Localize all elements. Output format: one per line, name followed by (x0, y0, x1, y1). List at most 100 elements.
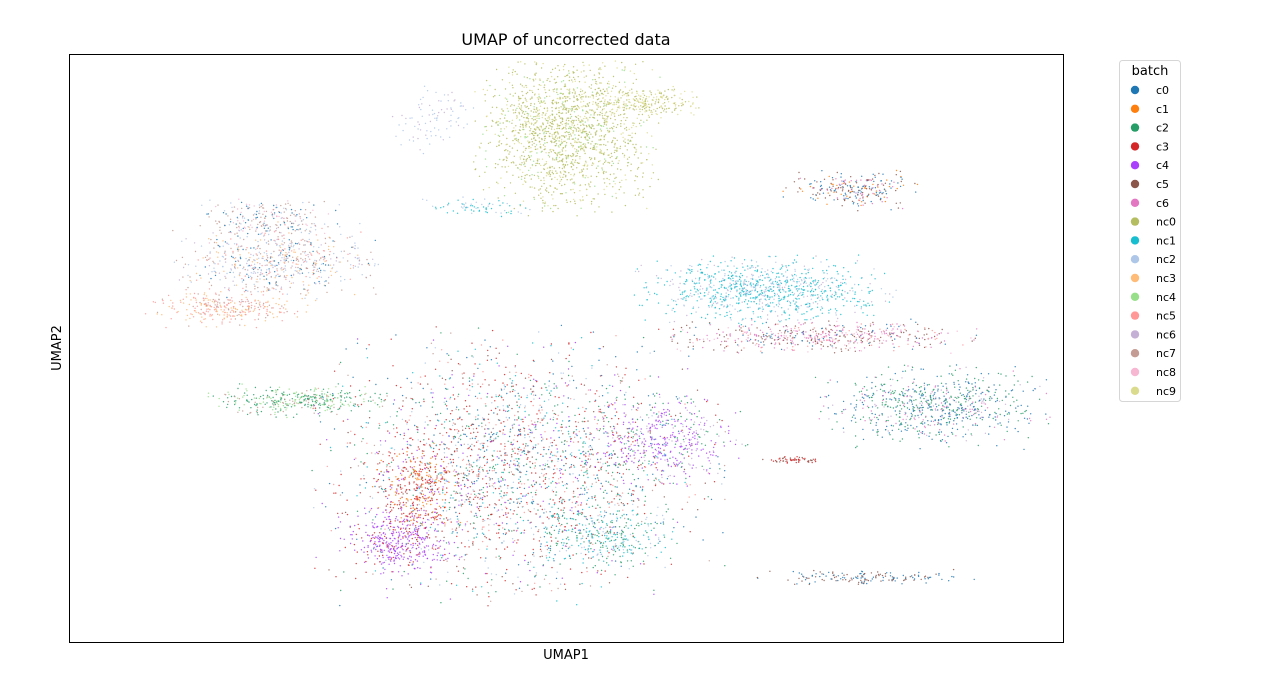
scatter-point (682, 425, 684, 428)
scatter-point (594, 478, 597, 480)
scatter-point (400, 538, 402, 541)
scatter-point (584, 462, 587, 464)
scatter-point (556, 387, 558, 389)
scatter-point (523, 158, 525, 161)
scatter-point (545, 574, 547, 577)
scatter-point (701, 443, 703, 445)
scatter-point (504, 580, 506, 582)
scatter-point (672, 456, 674, 458)
scatter-point (488, 529, 490, 532)
scatter-point (471, 383, 473, 385)
scatter-point (641, 442, 643, 445)
scatter-point (421, 490, 423, 492)
scatter-point (456, 565, 458, 568)
scatter-point (420, 485, 422, 487)
scatter-point (545, 453, 547, 455)
scatter-point (684, 420, 686, 422)
scatter-point (614, 439, 616, 442)
scatter-point (401, 523, 404, 525)
scatter-point (610, 403, 613, 405)
scatter-point (557, 460, 559, 463)
scatter-point (622, 546, 624, 548)
scatter-point (578, 523, 581, 525)
scatter-point (586, 518, 588, 521)
scatter-point (482, 445, 484, 447)
scatter-point (637, 506, 639, 508)
scatter-point (632, 536, 634, 538)
scatter-point (436, 488, 439, 491)
scatter-point (418, 478, 420, 481)
scatter-point (466, 478, 468, 480)
scatter-point (519, 476, 521, 478)
scatter-point (443, 443, 445, 445)
scatter-point (383, 549, 385, 552)
scatter-point (631, 499, 633, 502)
scatter-point (423, 506, 425, 508)
scatter-point (632, 405, 634, 407)
scatter-point (539, 143, 542, 145)
scatter-point (387, 547, 390, 549)
scatter-point (493, 468, 496, 470)
scatter-point (529, 561, 532, 563)
scatter-point (574, 91, 576, 93)
scatter-point (396, 552, 399, 554)
scatter-point (414, 424, 416, 427)
scatter-point (524, 416, 526, 418)
scatter-point (474, 496, 476, 498)
scatter-point (394, 557, 397, 559)
scatter-point (637, 541, 639, 543)
scatter-point (466, 425, 468, 427)
scatter-point (354, 549, 356, 551)
scatter-point (576, 510, 579, 512)
scatter-point (567, 368, 570, 370)
scatter-point (409, 437, 411, 440)
scatter-point (494, 88, 496, 91)
scatter-point (524, 405, 526, 407)
scatter-point (628, 448, 630, 450)
scatter-point (685, 425, 688, 428)
scatter-point (581, 524, 584, 526)
scatter-point (425, 498, 427, 500)
scatter-point (553, 88, 556, 90)
scatter-point (432, 522, 434, 524)
scatter-point (567, 131, 569, 134)
scatter-point (520, 471, 522, 474)
scatter-point (555, 537, 557, 539)
scatter-point (470, 424, 472, 427)
scatter-point (393, 549, 395, 551)
scatter-point (611, 521, 613, 524)
scatter-point (604, 541, 607, 543)
scatter-point (436, 530, 438, 532)
scatter-point (493, 469, 495, 472)
scatter-point (649, 404, 651, 406)
scatter-point (544, 483, 546, 485)
scatter-point (407, 470, 409, 472)
scatter-point (382, 572, 385, 574)
scatter-point (645, 530, 647, 532)
scatter-point (512, 481, 515, 483)
scatter-point (603, 90, 606, 93)
scatter-point (689, 428, 691, 431)
scatter-point (511, 407, 513, 410)
scatter-point (424, 463, 426, 465)
scatter-point (672, 482, 674, 484)
scatter-point (608, 130, 611, 132)
scatter-point (535, 513, 537, 515)
scatter-point (555, 482, 557, 484)
scatter-point (469, 523, 472, 525)
scatter-point (676, 459, 678, 462)
scatter-point (535, 121, 538, 123)
scatter-point (556, 127, 558, 130)
scatter-point (543, 536, 546, 538)
scatter-point (396, 455, 398, 457)
scatter-point (423, 444, 425, 446)
scatter-point (407, 573, 409, 575)
scatter-point (660, 414, 662, 417)
scatter-point (440, 478, 443, 480)
scatter-point (597, 165, 599, 167)
scatter-point (500, 476, 503, 478)
scatter-point (609, 540, 611, 542)
scatter-point (613, 547, 615, 549)
scatter-point (520, 136, 522, 138)
scatter-point (662, 444, 664, 446)
